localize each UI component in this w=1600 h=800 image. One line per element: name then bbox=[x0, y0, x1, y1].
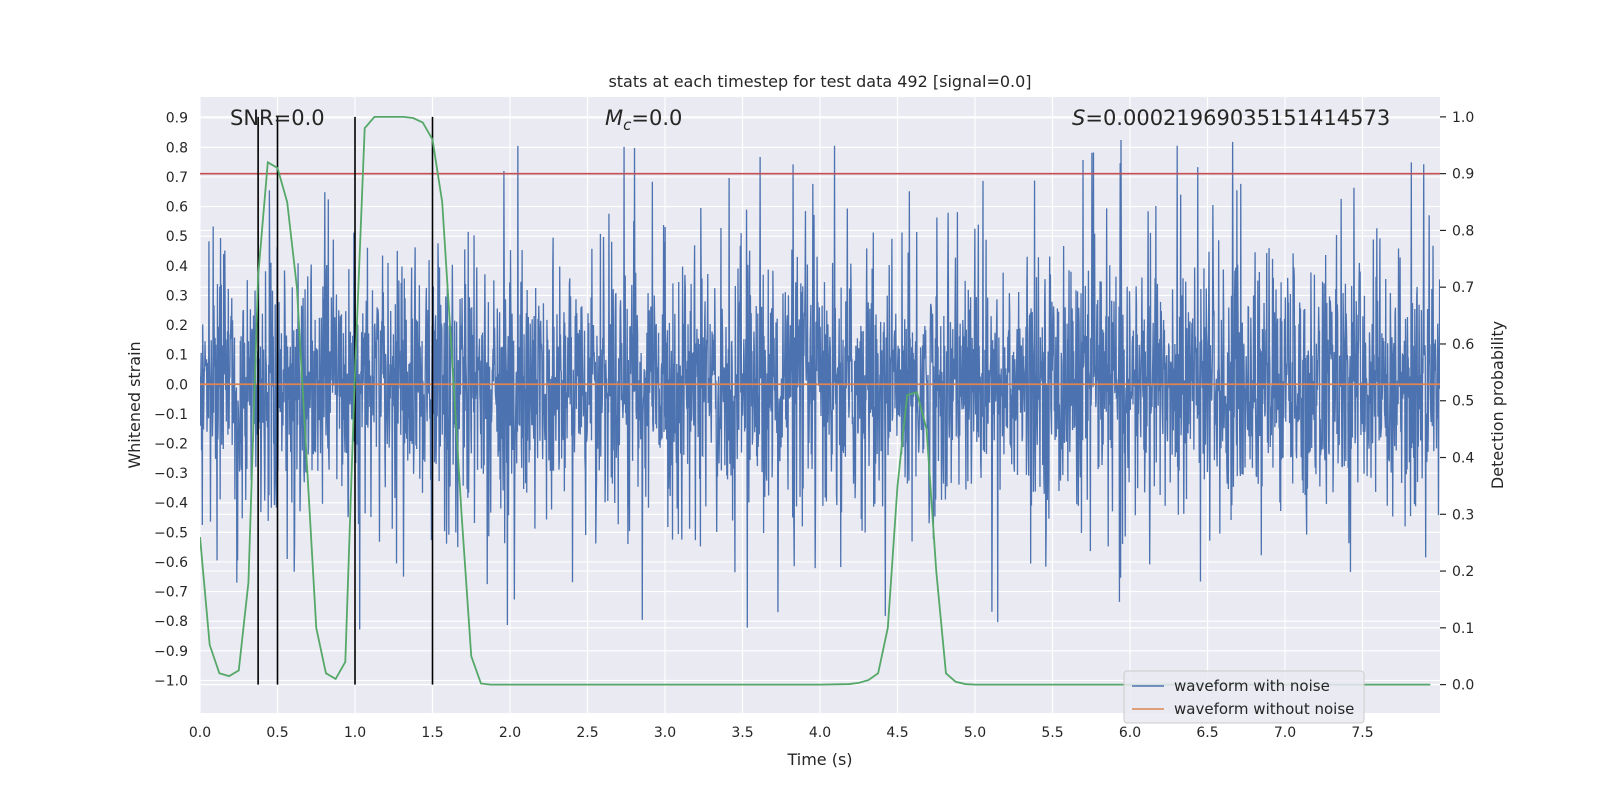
x-tick-label: 0.5 bbox=[266, 725, 288, 741]
y-right-axis-ticks: 1.0 0.9 0.8 0.7 0.6 0.5 0.4 0.3 0.2 0.1 0.0 bbox=[1440, 110, 1474, 694]
y-tick-label: 0.9 bbox=[166, 111, 188, 127]
y-tick-label: −0.5 bbox=[154, 525, 188, 541]
detection-probability-line bbox=[200, 115, 1431, 686]
y-tick-label: 0.6 bbox=[166, 200, 188, 216]
y-tick-label: −0.1 bbox=[154, 407, 188, 423]
mc-value: =0.0 bbox=[631, 106, 682, 130]
x-tick-label: 5.5 bbox=[1041, 725, 1063, 741]
y-tick-label: 0.4 bbox=[166, 259, 188, 275]
y-tick-label: −0.2 bbox=[154, 437, 188, 453]
y-right-tick-label: 1.0 bbox=[1452, 110, 1474, 126]
y-tick-label: 0.7 bbox=[166, 170, 188, 186]
y-tick-label: −0.8 bbox=[154, 614, 188, 630]
s-symbol: S bbox=[1072, 106, 1085, 130]
chirp-mass-annotation: Mc=0.0 bbox=[605, 106, 682, 134]
y-axis-ticks: 0.9 0.8 0.7 0.6 0.5 0.4 0.3 0.2 0.1 0.0 −0.1 −0.2 −0… bbox=[154, 111, 188, 690]
snr-annotation: SNR=0.0 bbox=[230, 106, 325, 130]
y-tick-label: 0.5 bbox=[166, 229, 188, 245]
noise-waveform-series bbox=[200, 140, 1440, 630]
x-tick-label: 1.0 bbox=[344, 725, 366, 741]
x-tick-label: 1.5 bbox=[421, 725, 443, 741]
legend-box bbox=[1123, 670, 1365, 724]
y-tick-label: −0.6 bbox=[154, 555, 188, 571]
overlay-lines bbox=[200, 115, 1440, 686]
y-right-tick-label: 0.1 bbox=[1452, 621, 1474, 637]
y-right-tick-label: 0.2 bbox=[1452, 564, 1474, 580]
y-axis-label: Whitened strain bbox=[125, 341, 144, 468]
x-tick-label: 6.0 bbox=[1119, 725, 1141, 741]
legend: waveform with noise waveform without noi… bbox=[1123, 670, 1365, 724]
y-tick-label: −0.4 bbox=[154, 496, 188, 512]
y-right-tick-label: 0.8 bbox=[1452, 223, 1474, 239]
mc-subscript: c bbox=[623, 116, 632, 134]
chart-title: stats at each timestep for test data 492… bbox=[608, 72, 1031, 91]
s-value: =0.00021969035151414573 bbox=[1085, 106, 1390, 130]
x-tick-label: 5.0 bbox=[964, 725, 986, 741]
y-right-tick-label: 0.0 bbox=[1452, 678, 1474, 694]
x-axis-ticks: 0.0 0.5 1.0 1.5 2.0 2.5 3.0 3.5 4.0 4.5 5.0 5.5 6.0 6… bbox=[189, 725, 1374, 741]
legend-label-noise: waveform with noise bbox=[1174, 677, 1330, 695]
x-tick-label: 4.5 bbox=[886, 725, 908, 741]
noise-waveform-line bbox=[200, 140, 1440, 630]
mc-symbol: M bbox=[605, 106, 623, 130]
y-tick-label: −0.9 bbox=[154, 644, 188, 660]
x-tick-label: 2.5 bbox=[576, 725, 598, 741]
y-right-axis-label: Detection probability bbox=[1488, 321, 1507, 489]
x-axis-label: Time (s) bbox=[786, 750, 852, 769]
x-tick-label: 4.0 bbox=[809, 725, 831, 741]
x-tick-label: 7.0 bbox=[1274, 725, 1296, 741]
x-tick-label: 3.0 bbox=[654, 725, 676, 741]
legend-label-clean: waveform without noise bbox=[1174, 700, 1354, 718]
y-tick-label: 0.2 bbox=[166, 318, 188, 334]
x-tick-label: 6.5 bbox=[1196, 725, 1218, 741]
y-tick-label: −0.7 bbox=[154, 585, 188, 601]
y-tick-label: −0.3 bbox=[154, 466, 188, 482]
x-tick-label: 7.5 bbox=[1351, 725, 1373, 741]
x-tick-label: 2.0 bbox=[499, 725, 521, 741]
y-right-tick-label: 0.4 bbox=[1452, 451, 1474, 467]
x-tick-label: 0.0 bbox=[189, 725, 211, 741]
y-right-tick-label: 0.9 bbox=[1452, 167, 1474, 183]
y-tick-label: 0.3 bbox=[166, 288, 188, 304]
y-right-tick-label: 0.3 bbox=[1452, 507, 1474, 523]
x-tick-label: 3.5 bbox=[731, 725, 753, 741]
y-tick-label: 0.1 bbox=[166, 348, 188, 364]
s-annotation: S=0.00021969035151414573 bbox=[1072, 106, 1390, 130]
y-tick-label: 0.0 bbox=[166, 377, 188, 393]
y-right-tick-label: 0.6 bbox=[1452, 337, 1474, 353]
y-right-tick-label: 0.5 bbox=[1452, 394, 1474, 410]
y-right-tick-label: 0.7 bbox=[1452, 280, 1474, 296]
y-tick-label: −1.0 bbox=[154, 673, 188, 689]
y-tick-label: 0.8 bbox=[166, 140, 188, 156]
